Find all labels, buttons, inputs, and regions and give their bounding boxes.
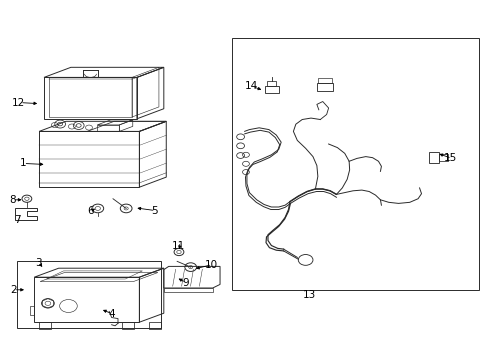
Text: 4: 4 <box>108 309 115 319</box>
Bar <box>17 261 161 328</box>
Text: 14: 14 <box>244 81 257 91</box>
Text: 10: 10 <box>204 260 217 270</box>
Text: 2: 2 <box>10 285 17 295</box>
Text: 9: 9 <box>182 278 188 288</box>
Text: 15: 15 <box>443 153 456 163</box>
Text: 3: 3 <box>35 258 42 268</box>
Text: 12: 12 <box>12 98 25 108</box>
Text: 11: 11 <box>172 240 185 251</box>
Text: 8: 8 <box>9 195 16 205</box>
Bar <box>232 38 478 290</box>
Text: 7: 7 <box>14 215 20 225</box>
Text: 6: 6 <box>87 206 94 216</box>
Text: 13: 13 <box>303 290 316 300</box>
Text: 5: 5 <box>151 206 158 216</box>
Text: 1: 1 <box>20 158 26 168</box>
